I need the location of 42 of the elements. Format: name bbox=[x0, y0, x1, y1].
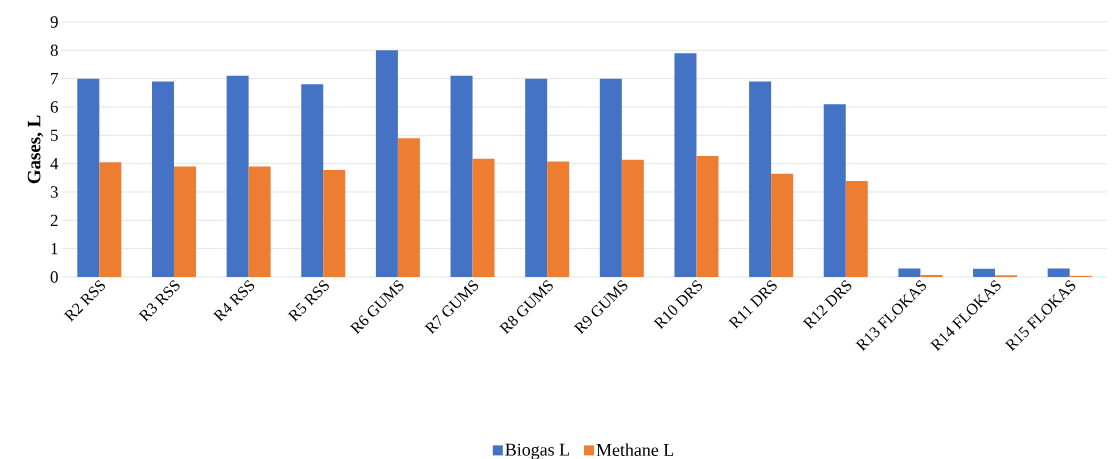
bar bbox=[99, 162, 122, 277]
y-tick-label: 7 bbox=[51, 73, 59, 85]
bar bbox=[226, 75, 249, 277]
x-tick-label: R4 RSS bbox=[213, 280, 255, 322]
bar bbox=[77, 78, 100, 277]
x-tick-label: R3 RSS bbox=[138, 280, 180, 322]
bar bbox=[696, 156, 719, 277]
y-tick-label: 4 bbox=[50, 158, 59, 170]
y-tick-label: 9 bbox=[50, 16, 58, 28]
y-tick-label: 5 bbox=[51, 129, 58, 141]
y-tick-label: 3 bbox=[50, 186, 58, 198]
bar bbox=[547, 161, 570, 277]
bar bbox=[450, 75, 473, 277]
bar bbox=[621, 159, 644, 277]
bar bbox=[973, 268, 996, 277]
y-tick-label: 2 bbox=[50, 214, 58, 226]
y-tick-label: 8 bbox=[50, 44, 58, 57]
y-tick-label: 0 bbox=[50, 271, 58, 283]
legend-label: Biogas L bbox=[505, 443, 569, 459]
bar bbox=[323, 169, 346, 277]
y-tick-label: 6 bbox=[50, 101, 58, 113]
bar bbox=[749, 81, 772, 277]
bar bbox=[823, 104, 846, 277]
bar bbox=[472, 158, 495, 277]
bar bbox=[151, 81, 174, 277]
bar bbox=[845, 180, 868, 277]
bar bbox=[375, 50, 398, 277]
y-axis-title: Gases, L bbox=[27, 115, 44, 184]
bar bbox=[599, 78, 622, 277]
bar bbox=[771, 173, 794, 277]
legend-label: Methane L bbox=[596, 443, 674, 457]
bar bbox=[173, 166, 196, 277]
y-tick-label: 1 bbox=[51, 243, 58, 255]
bar bbox=[525, 78, 548, 277]
x-tick-label: R2 RSS bbox=[63, 280, 105, 322]
bar bbox=[1047, 268, 1070, 277]
bar bbox=[248, 166, 271, 277]
bar bbox=[301, 84, 324, 277]
bar bbox=[674, 53, 697, 277]
bar bbox=[397, 138, 420, 277]
bar bbox=[898, 268, 921, 277]
x-tick-label: R5 RSS bbox=[287, 280, 329, 322]
